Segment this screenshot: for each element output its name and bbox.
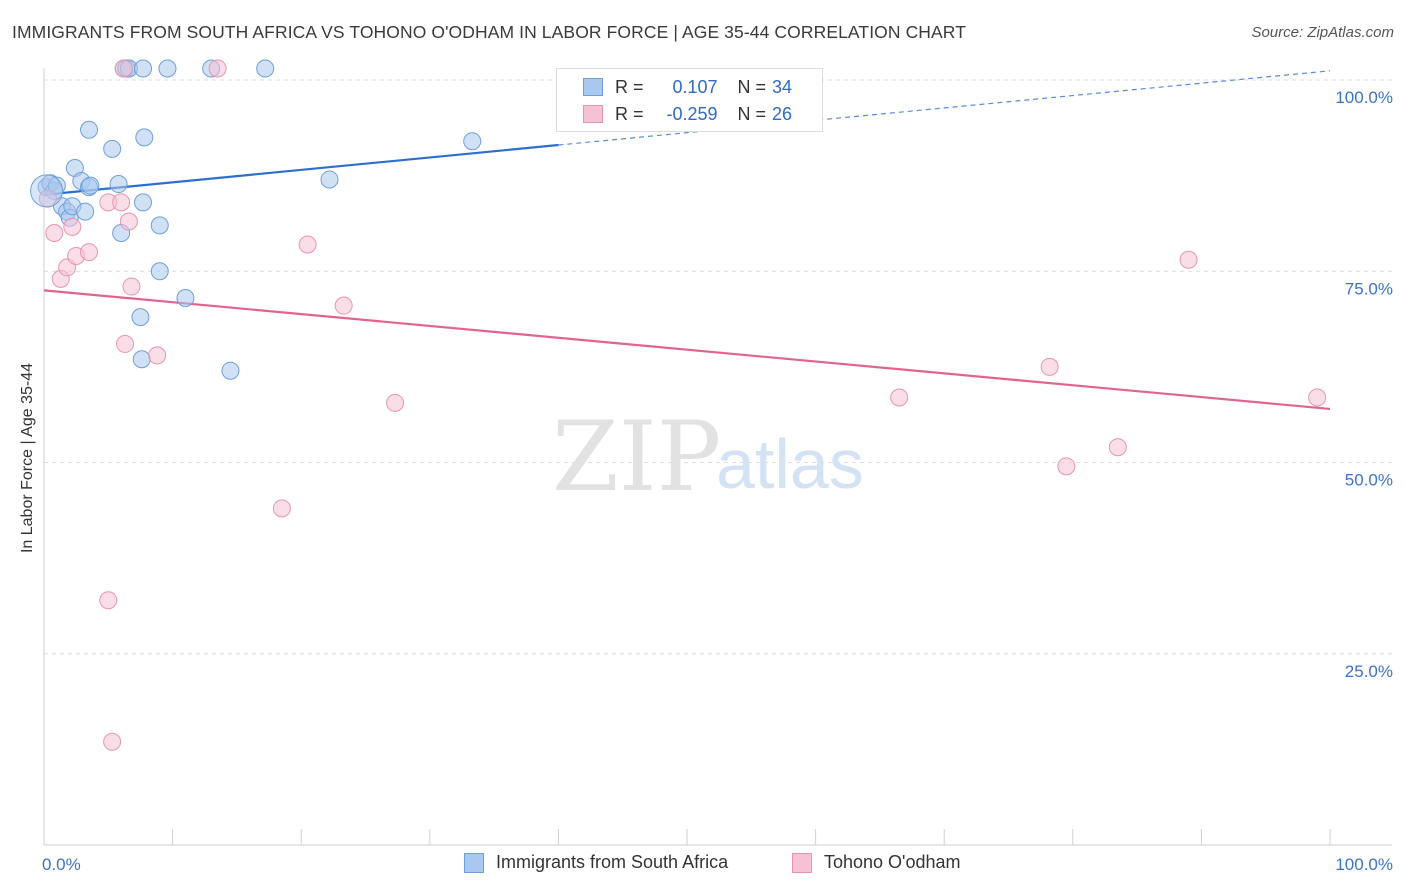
point-tohono bbox=[272, 499, 291, 518]
legend-r-value: 0.107 bbox=[672, 76, 718, 97]
legend-row-tohono: R = -0.259 N = 26 bbox=[583, 102, 792, 126]
point-tohono bbox=[386, 393, 405, 412]
point-tohono bbox=[103, 732, 122, 751]
point-tohono bbox=[148, 346, 167, 365]
point-south-africa-cluster bbox=[30, 174, 64, 208]
legend-n-label: N = bbox=[737, 76, 767, 97]
point-south-africa bbox=[150, 262, 169, 281]
point-south-africa bbox=[81, 176, 100, 195]
point-south-africa bbox=[221, 361, 240, 380]
series-legend-south-africa[interactable]: Immigrants from South Africa bbox=[464, 852, 728, 873]
trend-lines bbox=[43, 70, 1331, 411]
legend-swatch-blue bbox=[583, 78, 603, 96]
point-tohono bbox=[99, 591, 118, 610]
point-south-africa bbox=[135, 128, 154, 147]
series-label-tohono: Tohono O'odham bbox=[824, 852, 961, 872]
point-tohono bbox=[890, 388, 909, 407]
point-south-africa bbox=[131, 308, 150, 327]
trend-line-south-africa-extension bbox=[558, 70, 1331, 146]
legend-r-label: R = bbox=[615, 103, 644, 124]
series-swatch-blue bbox=[464, 852, 484, 873]
correlation-legend: R = 0.107 N = 34 R = -0.259 N = 26 bbox=[556, 68, 823, 132]
point-south-africa bbox=[320, 170, 339, 189]
legend-n-label: N = bbox=[737, 103, 767, 124]
point-tohono bbox=[334, 296, 353, 315]
point-south-africa bbox=[103, 139, 122, 158]
point-tohono bbox=[1040, 357, 1059, 376]
series-label-south-africa: Immigrants from South Africa bbox=[496, 852, 729, 872]
watermark-zip: ZIP bbox=[552, 401, 721, 513]
legend-r-label: R = bbox=[615, 76, 644, 97]
point-south-africa bbox=[134, 59, 153, 78]
axes bbox=[43, 68, 1392, 846]
legend-r-value: -0.259 bbox=[666, 103, 718, 124]
point-south-africa bbox=[256, 59, 275, 78]
point-south-africa bbox=[76, 202, 95, 221]
point-tohono bbox=[1179, 250, 1198, 269]
point-south-africa bbox=[132, 350, 151, 369]
y-tick-label: 50.0% bbox=[1345, 471, 1393, 490]
trend-line-south-africa bbox=[43, 143, 559, 196]
point-south-africa bbox=[109, 175, 128, 194]
point-south-africa bbox=[150, 216, 169, 235]
point-south-africa bbox=[158, 59, 177, 78]
trend-line-tohono bbox=[43, 289, 1331, 411]
source-credit: Source: ZipAtlas.com bbox=[1251, 24, 1394, 41]
point-tohono bbox=[298, 235, 317, 254]
legend-row-south-africa: R = 0.107 N = 34 bbox=[583, 75, 792, 99]
point-south-africa bbox=[176, 289, 195, 308]
point-tohono bbox=[119, 212, 138, 231]
y-tick-label: 100.0% bbox=[1335, 88, 1393, 107]
point-tohono bbox=[122, 277, 141, 296]
y-tick-label: 25.0% bbox=[1345, 662, 1393, 681]
series-swatch-pink bbox=[792, 852, 812, 873]
grid-lines bbox=[44, 79, 1392, 655]
point-tohono bbox=[80, 243, 99, 262]
point-south-africa bbox=[463, 132, 482, 151]
point-south-africa bbox=[47, 176, 66, 195]
point-tohono bbox=[63, 217, 82, 236]
y-tick-labels: 100.0% 75.0% 50.0% 25.0% bbox=[1335, 88, 1393, 681]
watermark: ZIP atlas bbox=[552, 401, 864, 513]
chart-title: IMMIGRANTS FROM SOUTH AFRICA VS TOHONO O… bbox=[12, 22, 967, 42]
series-legend: Immigrants from South Africa Tohono O'od… bbox=[0, 852, 1406, 878]
watermark-atlas: atlas bbox=[716, 425, 864, 503]
legend-swatch-pink bbox=[583, 105, 603, 123]
legend-n-value: 26 bbox=[772, 103, 793, 124]
point-tohono bbox=[208, 59, 227, 78]
point-tohono bbox=[45, 224, 64, 242]
point-tohono bbox=[112, 193, 131, 212]
point-tohono bbox=[1057, 457, 1076, 476]
point-south-africa bbox=[134, 193, 153, 212]
point-tohono bbox=[1308, 388, 1327, 407]
legend-n-value: 34 bbox=[772, 76, 793, 97]
y-tick-label: 75.0% bbox=[1345, 279, 1393, 298]
x-tick-labels: 0.0% 100.0% bbox=[42, 855, 1393, 874]
series-legend-tohono[interactable]: Tohono O'odham bbox=[792, 852, 961, 873]
point-tohono bbox=[114, 59, 133, 78]
x-tick-label: 100.0% bbox=[1335, 855, 1393, 874]
point-south-africa bbox=[80, 120, 99, 139]
point-tohono bbox=[116, 334, 135, 353]
x-tick-label: 0.0% bbox=[42, 855, 81, 874]
data-points bbox=[30, 59, 1327, 751]
point-tohono bbox=[1108, 438, 1127, 457]
